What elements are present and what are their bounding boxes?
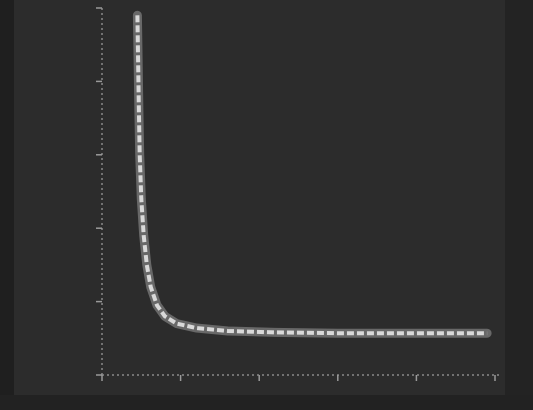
bezel-right — [505, 0, 533, 410]
page: (() => { const data = JSON.parse(documen… — [0, 0, 533, 410]
bezel-left — [0, 0, 14, 410]
bezel-bottom — [0, 395, 533, 410]
chart — [0, 0, 533, 410]
screen-photo — [0, 0, 533, 410]
